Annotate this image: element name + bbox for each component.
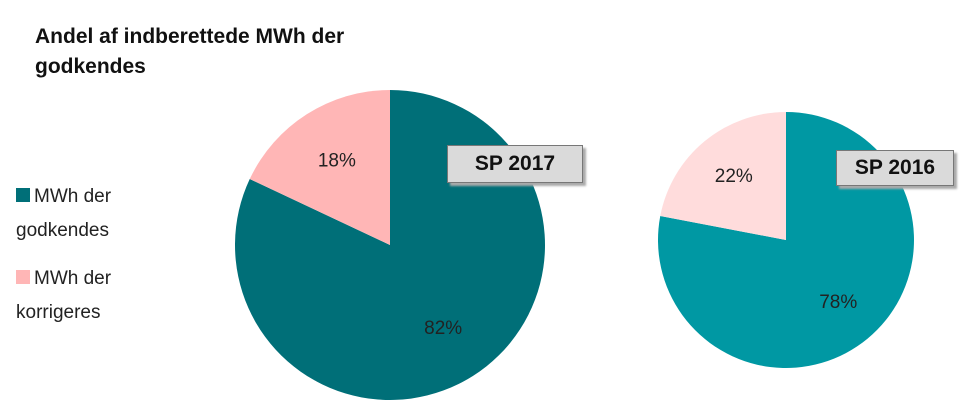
data-label: 18%	[318, 150, 356, 171]
legend-label: MWh der godkendes	[16, 186, 112, 241]
data-label: 22%	[715, 166, 753, 187]
pie-slice	[249, 90, 390, 245]
legend-swatch	[16, 270, 30, 284]
legend-item: MWh der korrigeres	[16, 262, 196, 330]
chart-title: SP 2017	[447, 145, 583, 183]
legend-label: MWh der korrigeres	[16, 268, 112, 323]
legend-swatch	[16, 188, 30, 202]
main-title: Andel af indberettede MWh der godkendes	[35, 25, 345, 78]
data-label: 82%	[424, 318, 462, 339]
chart-title: SP 2016	[836, 150, 954, 186]
pie-slice	[660, 112, 786, 240]
data-label: 78%	[819, 292, 857, 313]
legend-item: MWh der godkendes	[16, 180, 196, 248]
